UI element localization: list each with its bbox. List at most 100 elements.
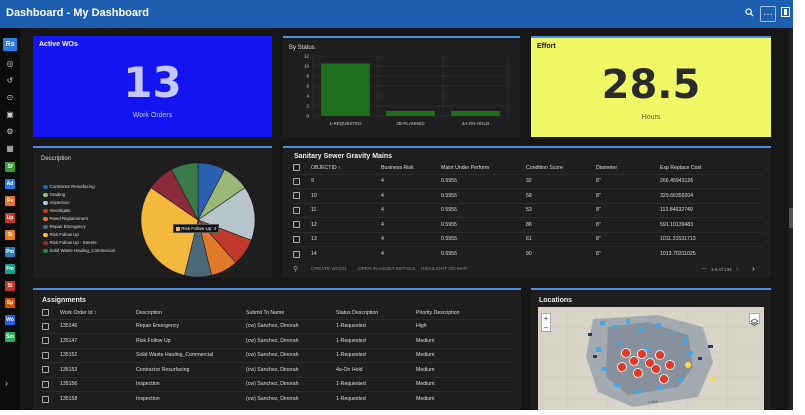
action-create-wo-s-[interactable]: CREATE WO(S)	[311, 267, 347, 272]
table-row[interactable]: 11 4 0.5955 53 8" 113.84632749	[293, 202, 763, 218]
select-all-checkbox[interactable]	[293, 164, 300, 172]
legend-item[interactable]: Risk Follow Up	[43, 232, 79, 238]
row-checkbox[interactable]	[42, 337, 49, 345]
legend-item[interactable]: Contractor Resurfacing	[43, 184, 95, 190]
effort-title: Effort	[537, 43, 556, 50]
row-checkbox[interactable]	[42, 366, 49, 374]
next-page-button[interactable]: ›	[752, 264, 755, 273]
legend-swatch	[43, 216, 48, 222]
row-checkbox[interactable]	[293, 250, 300, 258]
sidebar-app-sl[interactable]: Sl	[5, 230, 15, 240]
column-header[interactable]: Status Description	[336, 309, 379, 316]
sidebar-app-pm[interactable]: Pm	[5, 247, 15, 257]
zoom-out-button[interactable]: −	[543, 323, 549, 332]
sidebar-app-ad[interactable]: Ad	[5, 179, 15, 189]
legend-item[interactable]: Risk Follow Up - Streets	[43, 240, 97, 246]
pie-slice-inspection[interactable]	[197, 187, 256, 241]
search-icon[interactable]	[741, 6, 757, 22]
legend-swatch	[43, 248, 48, 254]
table-row[interactable]: 135152 Solid Waste Hauling_Commercial (cw)…	[42, 347, 512, 363]
sidebar-app-sp[interactable]: Sp	[5, 298, 15, 308]
effort-panel[interactable]: Effort 28.5 Hours	[531, 36, 771, 137]
sidebar-app-wo[interactable]: Wo	[5, 315, 15, 325]
table-row[interactable]: 14 4 0.5955 90 8" 1013.70311025	[293, 246, 763, 261]
table-row[interactable]: 135156 Inspection (cw) Sanchez, Dinorah 1-R…	[42, 376, 512, 392]
row-checkbox[interactable]	[293, 221, 300, 229]
table-row[interactable]: 135158 Inspection (cw) Sanchez, Dinorah 1-R…	[42, 391, 512, 406]
column-header[interactable]: Condition Score	[526, 164, 563, 171]
sidebar-app-st[interactable]: St	[5, 281, 15, 291]
table-cell: 8"	[596, 188, 660, 203]
brand-logo[interactable]: Rs	[3, 38, 17, 51]
history-icon[interactable]: ↺	[6, 76, 14, 85]
legend-label: Grading	[49, 192, 66, 197]
row-checkbox[interactable]	[293, 235, 300, 243]
layers-icon[interactable]	[749, 313, 760, 327]
bar-1-requested[interactable]	[321, 63, 370, 117]
sidebar-app-fm[interactable]: Fm	[5, 264, 15, 274]
table-row[interactable]: 135153 Contractor Resurfacing (cw) Sanchez…	[42, 362, 512, 377]
legend-item[interactable]: Grading	[43, 192, 66, 198]
action-highlight-on-map[interactable]: HIGHLIGHT ON MAP	[421, 267, 468, 272]
column-header[interactable]: Work Order Id ↑	[60, 309, 97, 316]
bar-4a-on-hold[interactable]	[451, 111, 500, 116]
legend-item[interactable]: Inspection	[43, 200, 70, 206]
table-cell: 591.10139483	[660, 217, 763, 232]
select-all-checkbox[interactable]	[42, 309, 49, 317]
row-checkbox[interactable]	[293, 206, 300, 214]
table-row[interactable]: 12 4 0.5955 86 8" 591.10139483	[293, 217, 763, 232]
row-checkbox[interactable]	[42, 395, 49, 403]
grid-icon[interactable]: ▦	[6, 144, 14, 153]
sidebar-app-sm[interactable]: Sm	[5, 332, 15, 342]
column-header[interactable]: Description	[136, 309, 162, 316]
panel-toggle-icon[interactable]	[777, 6, 793, 22]
legend-item[interactable]: Investigate	[43, 208, 71, 214]
pie-slice-risk-follow-up[interactable]	[140, 187, 199, 276]
table-row[interactable]: 10 4 0.5955 58 8" 329.66359204	[293, 188, 763, 203]
prev-page-button[interactable]: ‹	[736, 264, 739, 273]
column-header[interactable]: OBJECTID ↑	[311, 164, 341, 171]
row-checkbox[interactable]	[293, 192, 300, 200]
sidebar-app-up[interactable]: Up	[5, 213, 15, 223]
map-canvas[interactable]: LAKE	[538, 307, 764, 410]
more-menu-button[interactable]: …	[760, 6, 776, 22]
by-status-title: By Status	[289, 45, 315, 51]
active-wos-panel[interactable]: Active WOs 13 Work Orders	[33, 36, 272, 137]
row-checkbox[interactable]	[293, 177, 300, 185]
table-row[interactable]: 13 4 0.5955 61 8" 1011.31531713	[293, 231, 763, 247]
search-icon[interactable]: ⚲	[293, 266, 299, 273]
pie-tooltip: Risk Follow Up: 4	[173, 224, 220, 233]
bar-2b-planned[interactable]	[386, 111, 435, 116]
sidebar-app-fs[interactable]: Fs	[5, 196, 15, 206]
legend-item[interactable]: Panel Replacement	[43, 216, 88, 222]
expand-sidebar-icon[interactable]: ›	[5, 378, 8, 388]
column-header[interactable]: Exp Replace Cost	[660, 164, 702, 171]
zoom-in-button[interactable]: +	[543, 314, 549, 323]
table-row[interactable]: 135146 Repair Emergency (cw) Sanchez, Dino…	[42, 318, 512, 334]
y-tick-label: 12	[304, 54, 310, 59]
more-icon[interactable]: …	[701, 265, 707, 271]
row-checkbox[interactable]	[42, 322, 49, 330]
pie-slice-solid-waste-hauling-commercial[interactable]	[171, 162, 199, 221]
row-checkbox[interactable]	[42, 380, 49, 388]
column-header[interactable]: Diameter	[596, 164, 618, 171]
table-cell: 8"	[596, 202, 660, 218]
page-scrollbar[interactable]	[789, 28, 793, 410]
gear-icon[interactable]: ⚙	[6, 127, 14, 136]
table-row[interactable]: 9 4 0.5955 32 8" 266.45943126	[293, 173, 763, 189]
map-marker-icon[interactable]: ⊙	[6, 93, 14, 102]
camera-icon[interactable]: ▣	[6, 110, 14, 119]
column-header[interactable]: Maint Under Perform	[441, 164, 490, 171]
table-row[interactable]: 135147 Risk Follow Up (cw) Sanchez, Dinora…	[42, 333, 512, 348]
row-checkbox[interactable]	[42, 351, 49, 359]
action-open-in-asset-details[interactable]: OPEN IN ASSET DETAILS	[358, 267, 416, 272]
compass-icon[interactable]: ◎	[6, 59, 14, 68]
column-header[interactable]: Submit To Name	[246, 309, 285, 316]
legend-item[interactable]: Repair Emergency	[43, 224, 86, 230]
locations-map[interactable]: LAKE + −	[538, 307, 764, 410]
column-header[interactable]: Business Risk	[381, 164, 414, 171]
column-header[interactable]: Priority Description	[416, 309, 460, 316]
scrollbar-thumb[interactable]	[789, 208, 793, 228]
sidebar-app-sf[interactable]: Sf	[5, 162, 15, 172]
legend-item[interactable]: Solid Waste Hauling_Commercial	[43, 248, 115, 254]
